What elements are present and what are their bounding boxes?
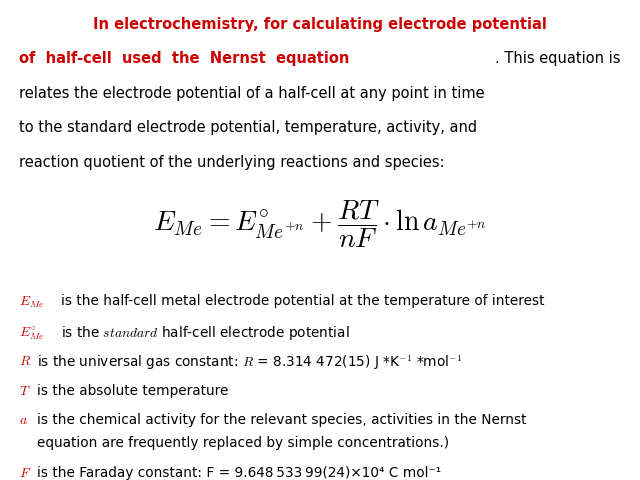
Text: . This equation is: . This equation is	[495, 51, 621, 66]
Text: $E_{Me} = E^{\circ}_{Me^{+n}} + \dfrac{RT}{nF} \cdot \ln a_{Me^{+n}}$: $E_{Me} = E^{\circ}_{Me^{+n}} + \dfrac{R…	[153, 198, 487, 250]
Text: is the half-cell metal electrode potential at the temperature of interest: is the half-cell metal electrode potenti…	[61, 294, 544, 308]
Text: $E_{Me}$: $E_{Me}$	[19, 294, 45, 310]
Text: $E^{\circ}_{Me}$: $E^{\circ}_{Me}$	[19, 324, 45, 342]
Text: $a$: $a$	[19, 413, 28, 427]
Text: to the standard electrode potential, temperature, activity, and: to the standard electrode potential, tem…	[19, 120, 477, 135]
Text: of  half-cell  used  the  Nernst  equation: of half-cell used the Nernst equation	[19, 51, 349, 66]
Text: is the universal gas constant: $\it{R}$ = 8.314 472(15) J *K$^{-1}$ *mol$^{-1}$: is the universal gas constant: $\it{R}$ …	[37, 354, 463, 372]
Text: is the chemical activity for the relevant species, activities in the Nernst: is the chemical activity for the relevan…	[37, 413, 527, 427]
Text: relates the electrode potential of a half-cell at any point in time: relates the electrode potential of a hal…	[19, 86, 485, 101]
Text: $F$: $F$	[19, 466, 31, 480]
Text: In electrochemistry, for calculating electrode potential: In electrochemistry, for calculating ele…	[93, 17, 547, 32]
Text: is the $\it{standard}$ half-cell electrode potential: is the $\it{standard}$ half-cell electro…	[61, 324, 349, 342]
Text: equation are frequently replaced by simple concentrations.): equation are frequently replaced by simp…	[37, 436, 449, 451]
Text: is the absolute temperature: is the absolute temperature	[37, 384, 228, 397]
Text: reaction quotient of the underlying reactions and species:: reaction quotient of the underlying reac…	[19, 155, 445, 170]
Text: $T$: $T$	[19, 384, 31, 397]
Text: $R$: $R$	[19, 354, 31, 368]
Text: is the Faraday constant: F = 9.648 533 99(24)×10⁴ C mol⁻¹: is the Faraday constant: F = 9.648 533 9…	[37, 466, 442, 480]
